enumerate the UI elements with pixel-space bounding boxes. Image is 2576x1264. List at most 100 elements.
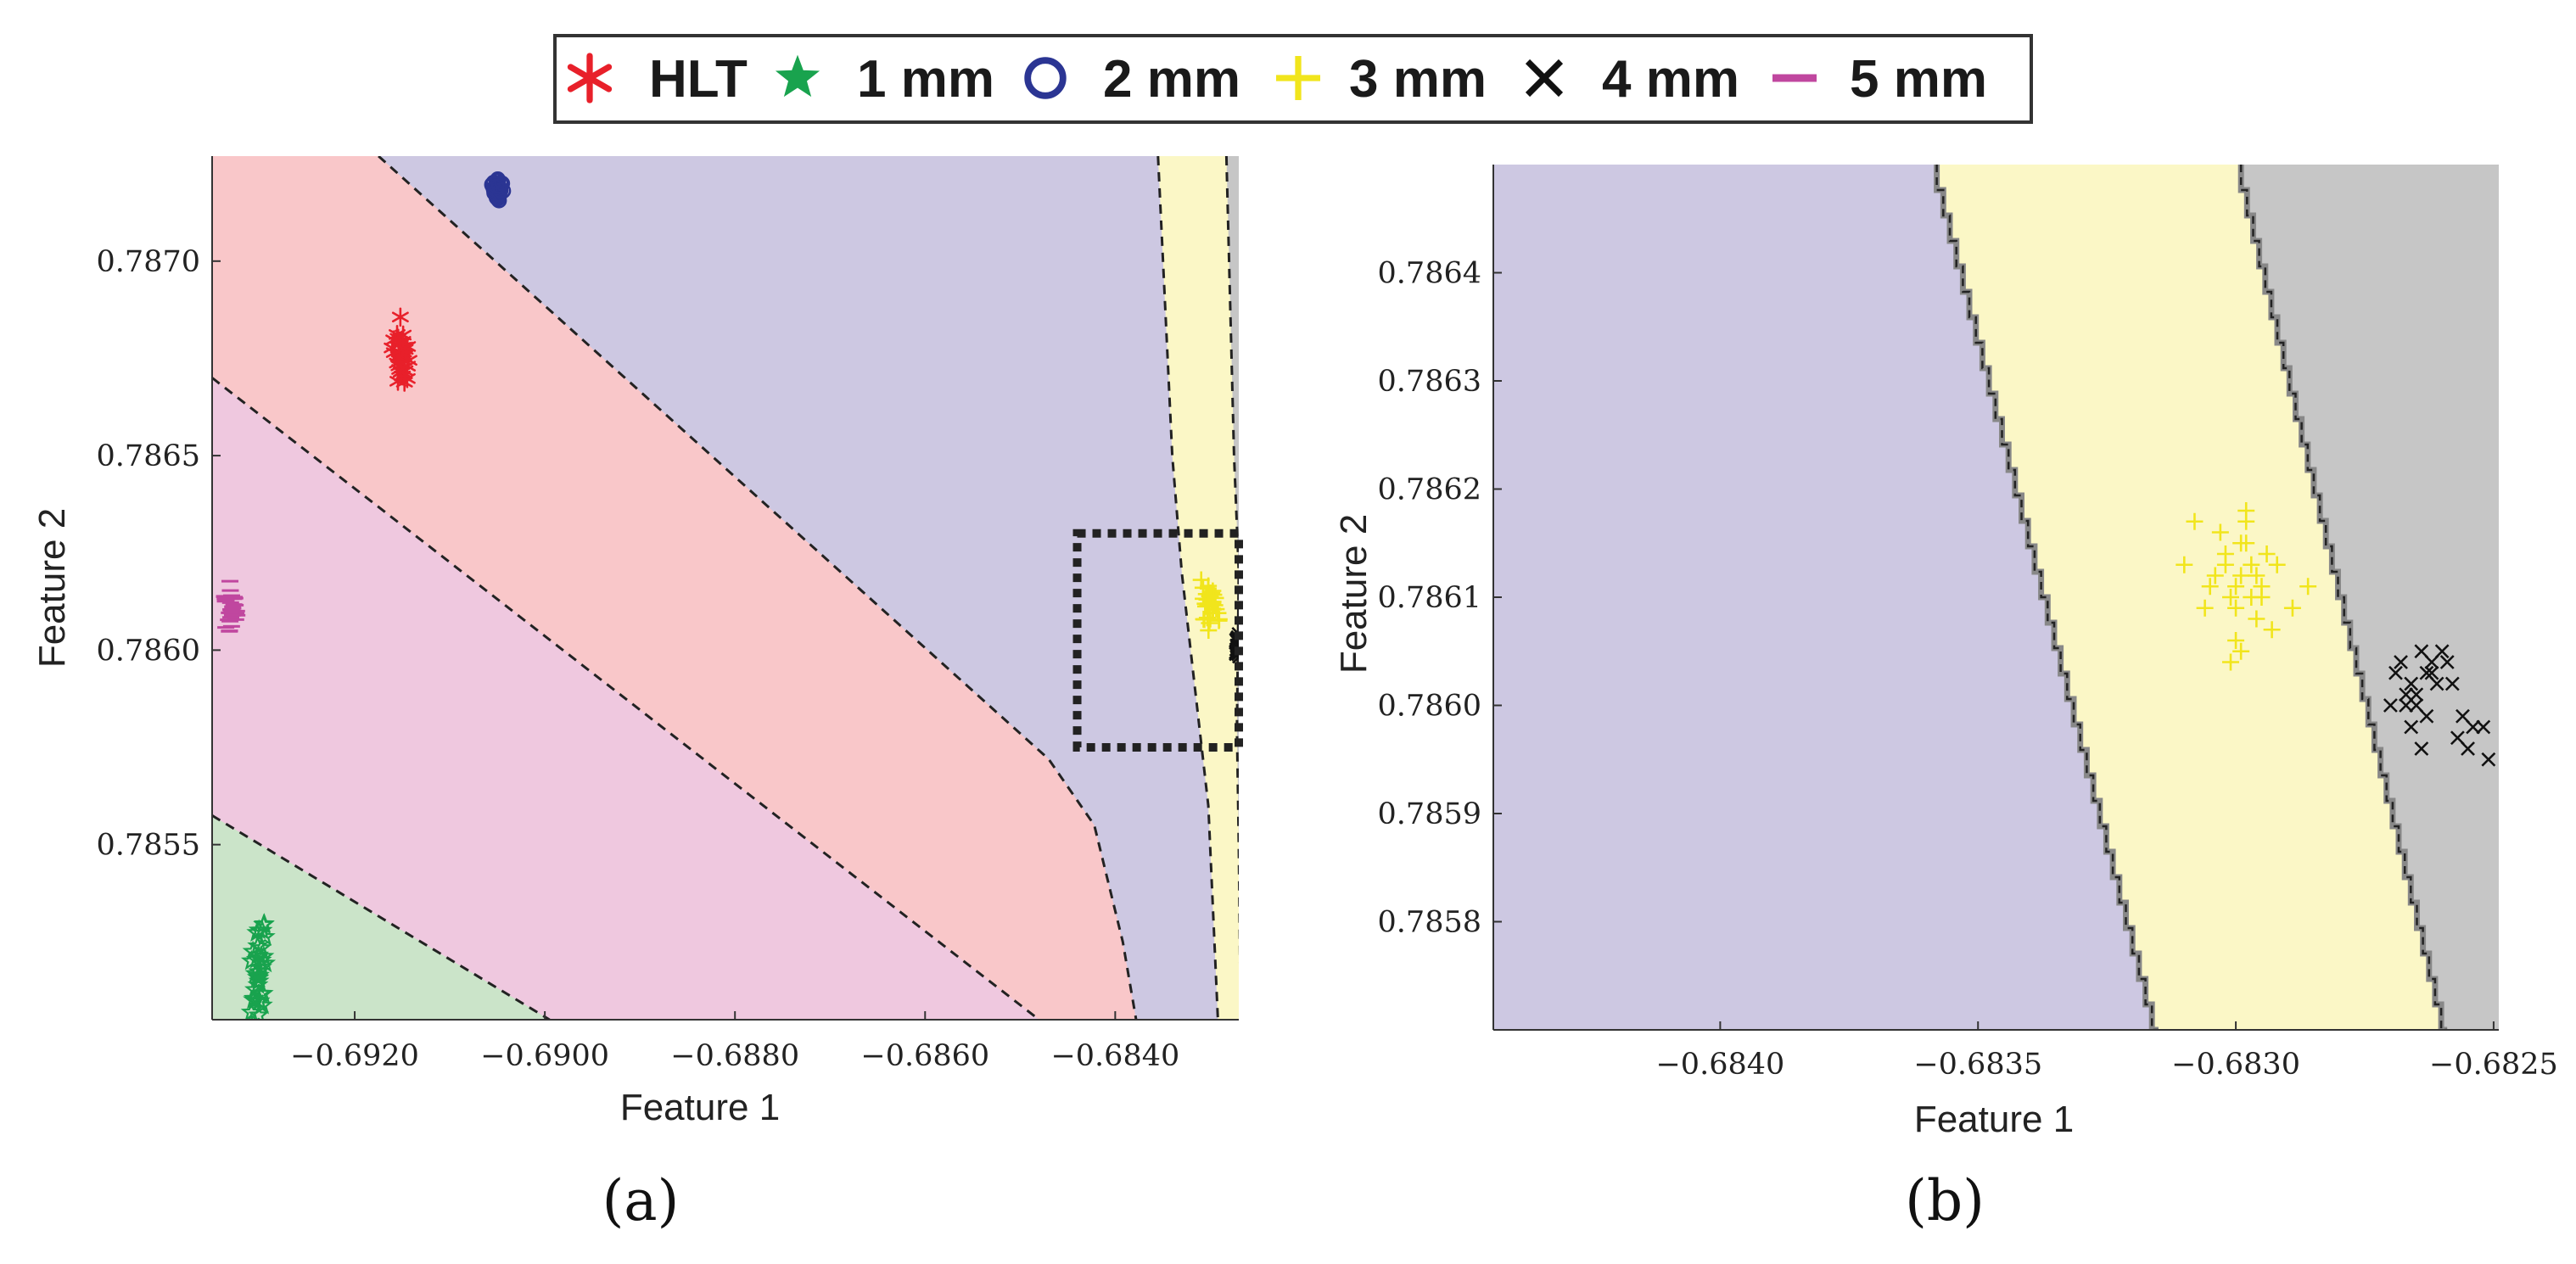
legend-item-4-mm: 4 mm <box>1525 50 1739 109</box>
data-point <box>2481 752 2496 767</box>
legend-marker-plus <box>1276 56 1320 100</box>
series-4-mm <box>2383 644 2496 767</box>
data-point-stroke <box>399 361 417 372</box>
data-point-b <box>2399 687 2414 702</box>
data-point <box>391 307 409 327</box>
y-tick-label: 0.7864 <box>1378 257 1481 291</box>
data-point-b <box>2466 719 2481 735</box>
data-point-stroke <box>392 366 410 378</box>
legend-item-2-mm: 2 mm <box>1024 50 1240 109</box>
data-point <box>2419 708 2434 724</box>
series-hlt <box>384 307 417 392</box>
decision-boundary-2 <box>378 156 1138 1020</box>
data-point <box>2232 642 2250 660</box>
data-point <box>392 362 410 383</box>
y-tick-label: 0.7865 <box>97 439 200 473</box>
x-tick-label: −0.6830 <box>2171 1048 2300 1082</box>
series-2-mm <box>484 171 512 209</box>
data-point-b <box>2450 730 2465 746</box>
data-point <box>1201 614 1218 632</box>
data-point-b <box>2409 687 2424 702</box>
x-tick-label: −0.6840 <box>1050 1039 1179 1073</box>
data-point <box>399 356 417 376</box>
data-point <box>2237 534 2255 552</box>
data-point <box>2196 599 2214 617</box>
data-point <box>247 973 269 994</box>
data-point <box>2243 556 2260 573</box>
series-3-mm <box>2176 502 2317 671</box>
legend-marker-asterisk-stroke <box>567 64 613 92</box>
panel-a-xlabel: Feature 1 <box>620 1087 780 1128</box>
data-point-b <box>2481 752 2496 767</box>
data-point-b <box>2404 719 2419 735</box>
data-point-b <box>2404 676 2419 691</box>
data-point <box>2243 589 2260 606</box>
panel-b-label: (b) <box>1905 1168 1985 1233</box>
decision-boundary-1 <box>212 377 1040 1020</box>
data-point <box>2476 719 2491 735</box>
data-point-b <box>1232 640 1239 649</box>
data-point <box>2439 655 2455 669</box>
data-point <box>2222 653 2239 671</box>
data-point <box>250 937 272 958</box>
legend-item-hlt: HLT <box>567 50 748 109</box>
panel-b-xlabel: Feature 1 <box>1914 1099 2074 1140</box>
data-point <box>385 330 403 350</box>
legend-marker-x <box>1525 59 1564 98</box>
decision-boundary-1 <box>2239 165 2448 1030</box>
x-tick-label: −0.6920 <box>290 1039 419 1073</box>
decision-boundary-0 <box>212 814 551 1020</box>
series-1-mm <box>240 913 277 1020</box>
legend-item-3-mm: 3 mm <box>1276 50 1487 109</box>
panel-b: −0.6840 −0.6835 −0.6830 −0.6825 0.7858 0.7859… <box>1333 165 2558 1233</box>
data-point <box>2414 741 2429 756</box>
data-point <box>1192 571 1210 589</box>
y-tick-label: 0.7858 <box>1378 906 1481 940</box>
data-point-b <box>2388 665 2403 680</box>
legend-marker-x-b <box>1525 59 1564 98</box>
panel-a: −0.6920 −0.6900 −0.6880 −0.6860 −0.6840 0.785… <box>31 156 1243 1233</box>
data-point <box>249 990 271 1011</box>
data-point <box>253 913 275 934</box>
series-5-mm <box>216 579 246 633</box>
data-point <box>2206 567 2224 584</box>
data-point <box>2227 599 2245 617</box>
region-4mm <box>2241 165 2499 1030</box>
y-tick-label: 0.7855 <box>97 829 200 863</box>
data-point <box>251 993 273 1015</box>
data-point-b <box>1231 655 1239 664</box>
legend-item-1-mm: 1 mm <box>775 50 994 109</box>
decision-boundary-3 <box>1156 156 1219 1020</box>
data-point <box>2227 632 2245 649</box>
data-point <box>246 921 268 942</box>
data-point <box>1201 587 1218 605</box>
y-tick-label: 0.7861 <box>1378 581 1481 615</box>
x-tick-label: −0.6900 <box>480 1039 609 1073</box>
region-4mm <box>1226 156 1239 845</box>
data-point <box>2466 719 2481 735</box>
data-point <box>2409 687 2424 702</box>
data-point <box>391 348 408 367</box>
data-point <box>2222 589 2239 606</box>
data-point <box>2299 578 2317 596</box>
data-point-stroke <box>395 343 412 355</box>
data-point-stroke <box>385 334 403 345</box>
legend-label: HLT <box>649 50 748 109</box>
data-point <box>242 940 264 961</box>
x-tick-label: −0.6880 <box>670 1039 799 1073</box>
data-point-b <box>2434 644 2450 659</box>
legend-item-5-mm: 5 mm <box>1772 50 1987 109</box>
data-point <box>1196 597 1214 615</box>
data-point <box>2404 676 2419 691</box>
data-point <box>254 926 276 946</box>
data-point-b <box>2461 741 2475 756</box>
legend-label: 1 mm <box>857 50 994 109</box>
data-point-b <box>1230 642 1239 653</box>
legend-marker-circle <box>1024 57 1067 99</box>
data-point <box>2248 610 2265 628</box>
legend-marker-asterisk <box>567 53 613 103</box>
legend-marker-star <box>775 54 820 98</box>
data-point <box>2388 665 2403 680</box>
x-tick-label: −0.6835 <box>1913 1048 2042 1082</box>
